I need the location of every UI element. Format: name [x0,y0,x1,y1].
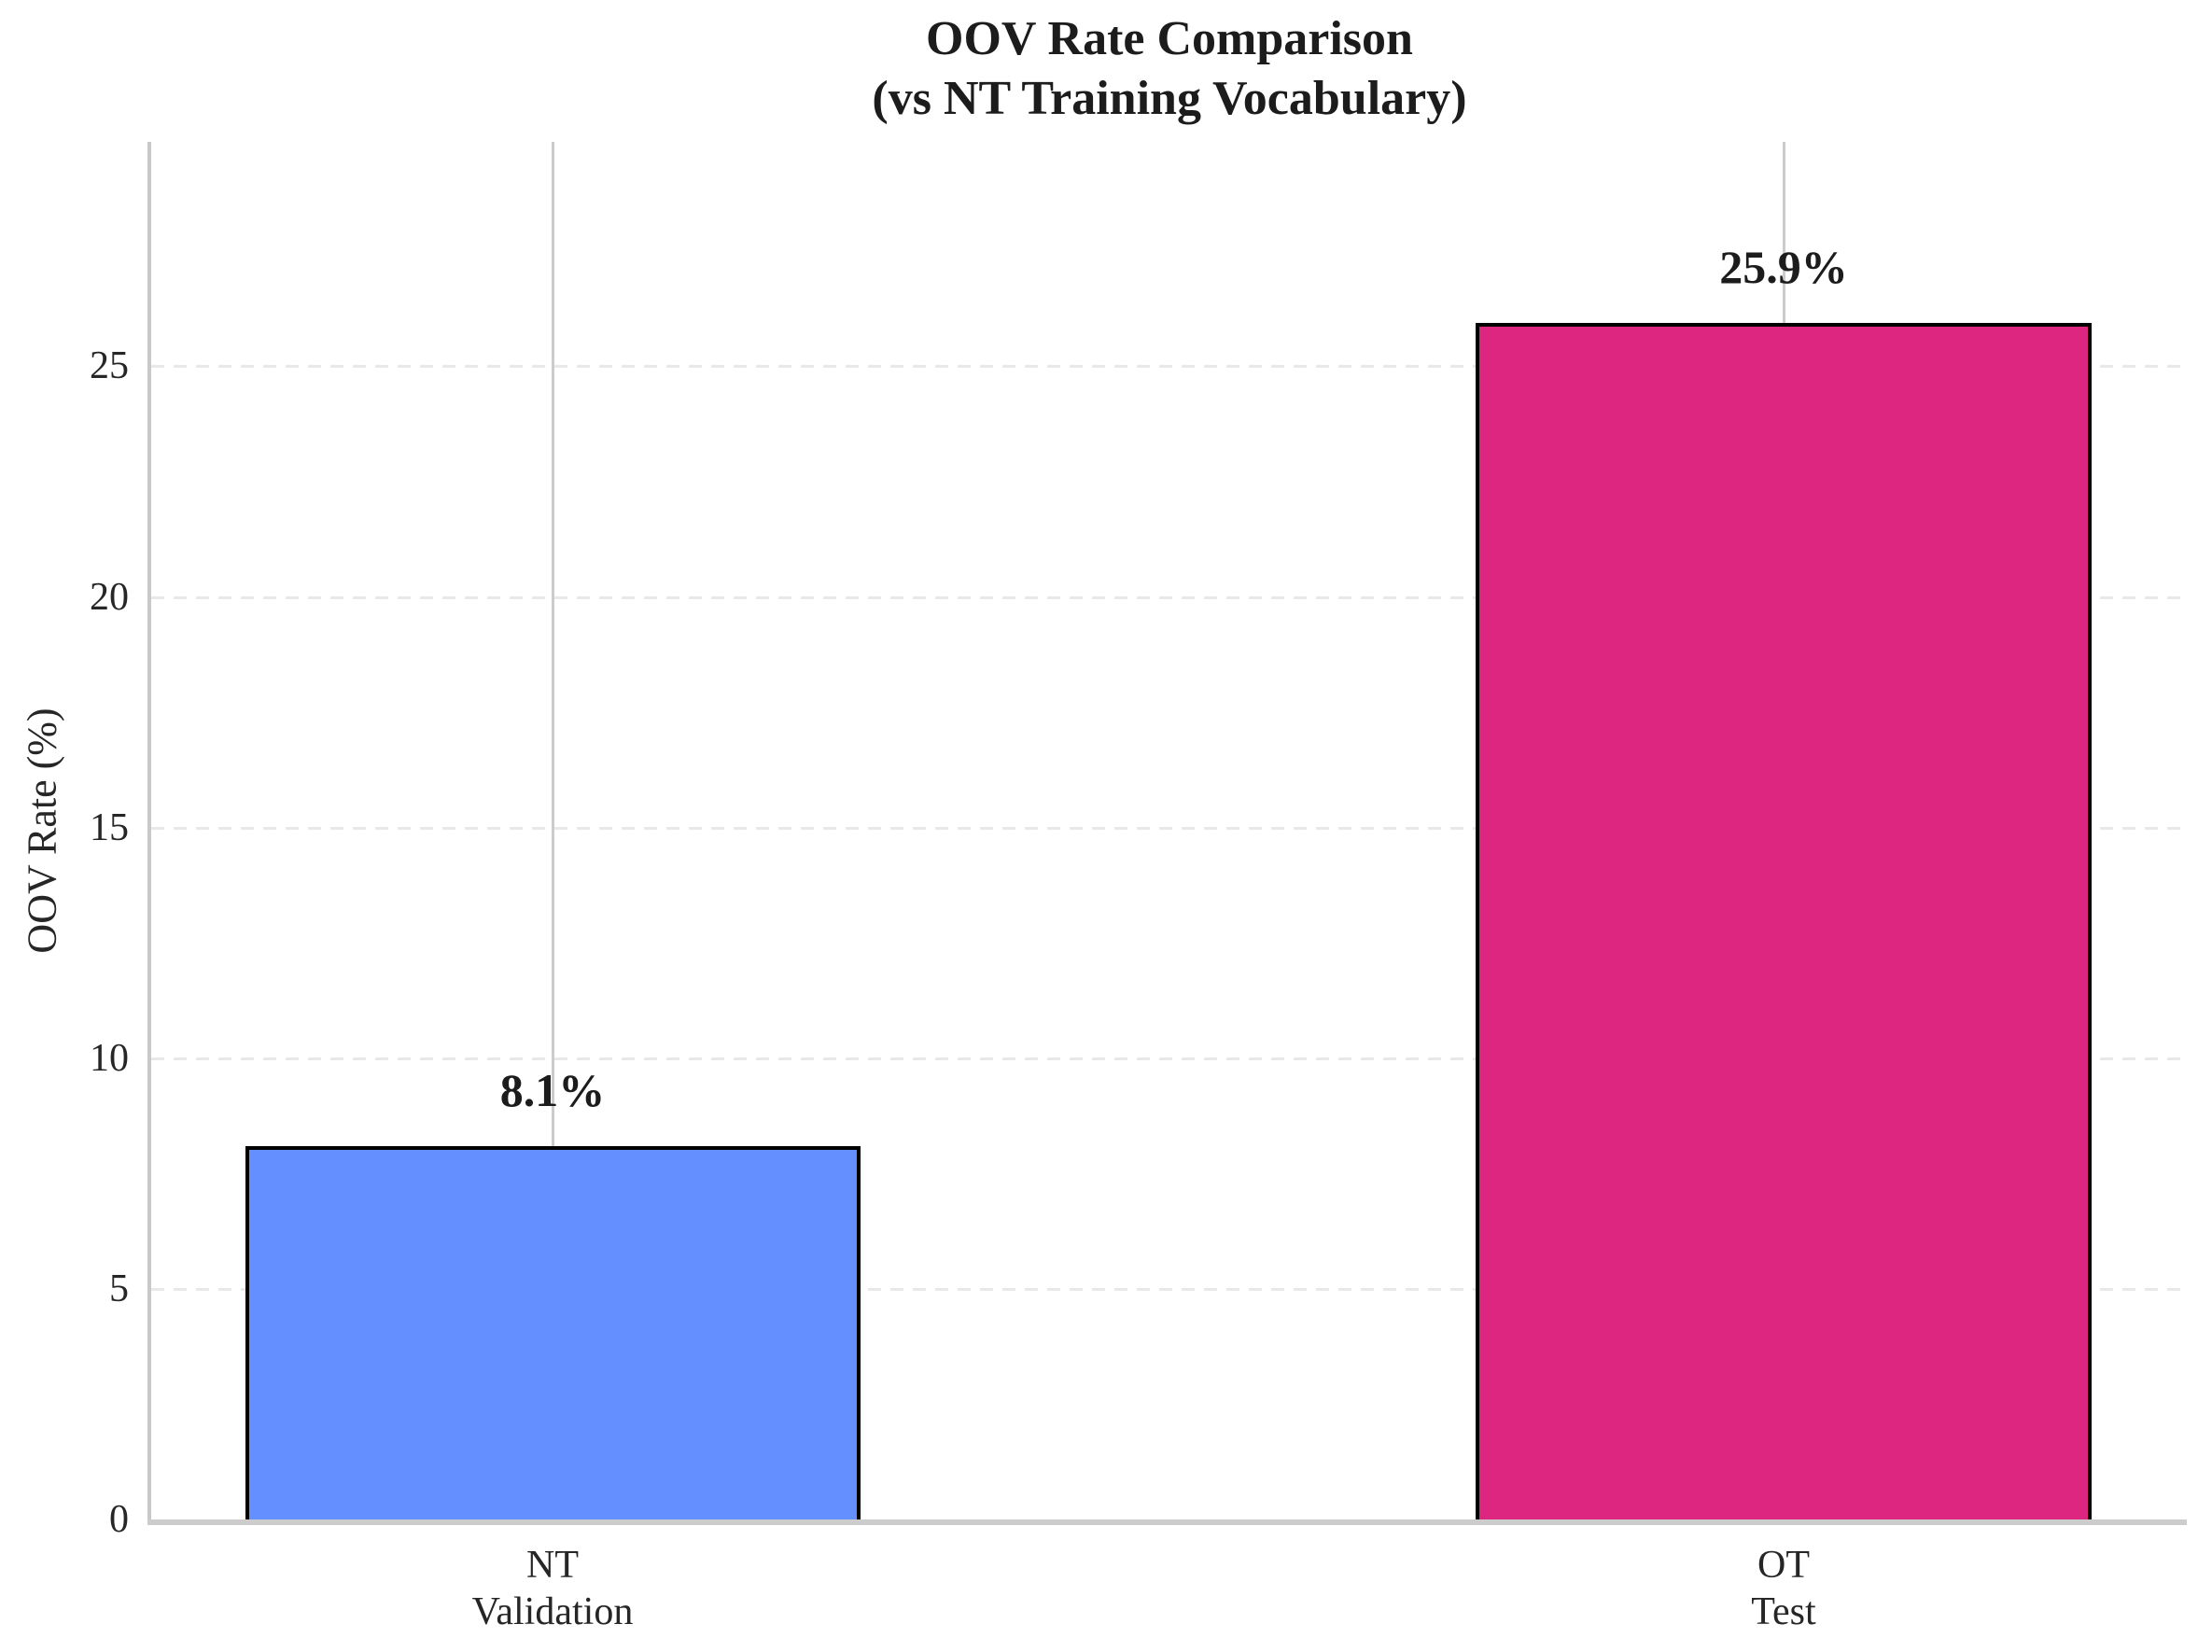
bar-ot-test [1476,323,2092,1519]
v-gridline-nt-validation [552,142,554,1519]
y-tick-label-20: 20 [90,576,129,619]
x-tick-label-ot-test: OT Test [1751,1542,1815,1635]
y-tick-label-10: 10 [90,1037,129,1080]
bar-value-label-nt-validation: 8.1% [499,1064,606,1116]
y-tick-label-5: 5 [109,1267,129,1310]
h-gridline-25 [151,365,2187,368]
bar-value-label-ot-test: 25.9% [1719,241,1848,293]
chart-title: OOV Rate Comparison (vs NT Training Voca… [872,9,1466,129]
x-axis-line [147,1519,2187,1525]
chart-title-line-2: (vs NT Training Vocabulary) [872,72,1467,125]
bar-nt-validation [245,1146,861,1519]
y-axis-line [147,142,151,1525]
y-tick-label-25: 25 [90,344,129,387]
h-gridline-20 [151,596,2187,599]
x-tick-ot-line-2: Test [1751,1590,1816,1633]
h-gridline-15 [151,827,2187,830]
x-tick-nt-line-2: Validation [471,1590,634,1633]
x-tick-nt-line-1: NT [525,1544,579,1587]
x-tick-ot-line-1: OT [1757,1544,1810,1587]
y-tick-label-0: 0 [109,1498,129,1541]
y-tick-label-15: 15 [90,806,129,849]
h-gridline-5 [151,1288,2187,1291]
x-tick-label-nt-validation: NT Validation [472,1542,634,1635]
chart-title-line-1: OOV Rate Comparison [926,12,1413,65]
h-gridline-10 [151,1057,2187,1060]
